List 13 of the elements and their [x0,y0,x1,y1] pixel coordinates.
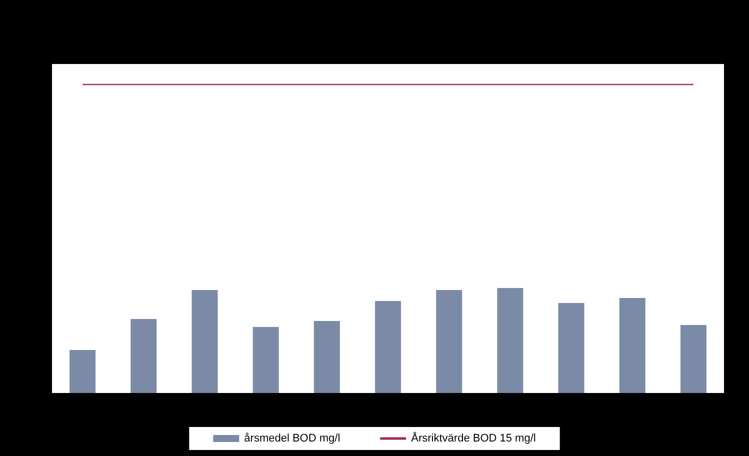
legend-label: Årsriktvärde BOD 15 mg/l [411,432,536,444]
legend-label: årsmedel BOD mg/l [244,432,340,444]
bar [619,298,646,393]
bar [680,324,706,393]
bar [70,350,96,393]
bar [558,303,584,393]
bar [252,326,279,393]
bar [497,288,524,393]
bar [375,301,401,393]
bar [436,290,462,393]
bar [314,320,340,393]
bar [130,318,157,393]
bar [192,290,218,393]
